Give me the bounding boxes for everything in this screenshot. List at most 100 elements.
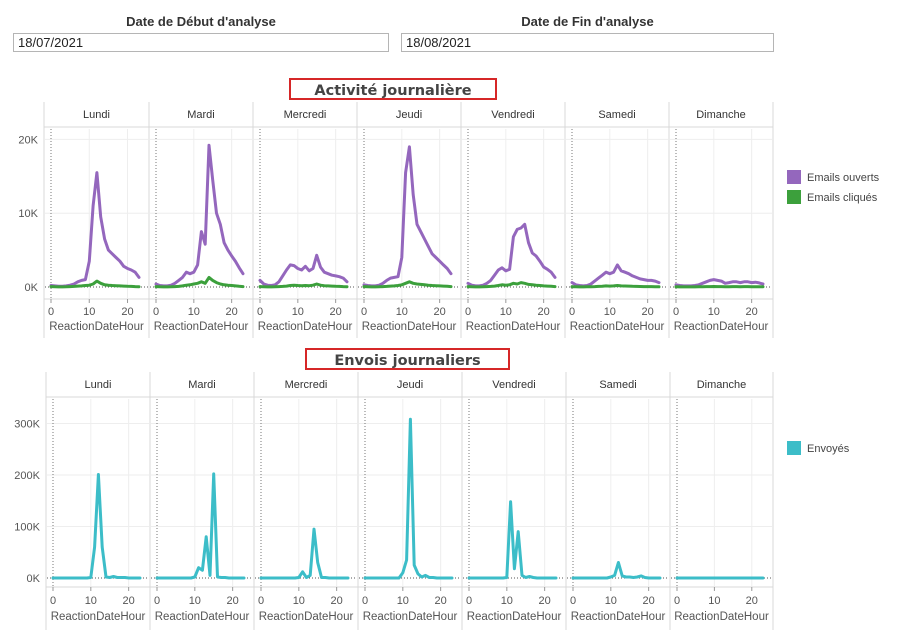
chart1-series-line-2 <box>362 280 453 289</box>
chart2-x-tick-label: 20 <box>435 595 447 607</box>
chart2-series-line-1 <box>259 527 350 580</box>
start-date-label: Date de Début d'analyse <box>126 14 276 29</box>
chart2-facet-header: Jeudi <box>397 379 423 391</box>
chart1-series-line-2 <box>570 284 661 289</box>
chart2-series-line-1 <box>467 500 558 580</box>
chart2-x-tick-label: 0 <box>466 595 472 607</box>
chart2-x-tick-label: 0 <box>570 595 576 607</box>
chart1-x-axis-title: ReactionDateHour <box>154 321 249 333</box>
chart1-facet-header: Mercredi <box>284 109 327 121</box>
chart1-facet-header: Jeudi <box>396 109 422 121</box>
chart2-y-tick-label: 0K <box>27 573 41 585</box>
chart1-x-tick-label: 0 <box>153 306 159 318</box>
chart2-x-tick-label: 20 <box>331 595 343 607</box>
chart1-legend-label: Emails ouverts <box>807 172 880 184</box>
chart1-series-line-1 <box>362 145 453 288</box>
chart1-series-line-2 <box>258 282 349 289</box>
chart1-series-line-2 <box>49 279 141 289</box>
chart1-x-axis-title: ReactionDateHour <box>466 321 561 333</box>
chart1-x-tick-label: 0 <box>465 306 471 318</box>
chart2-legend-swatch <box>787 441 801 455</box>
chart2-x-tick-label: 10 <box>397 595 409 607</box>
chart2-facet-header: Samedi <box>599 379 636 391</box>
chart1-x-tick-label: 20 <box>642 306 654 318</box>
chart1-series-line-1 <box>258 253 349 287</box>
chart1-facet-header: Lundi <box>83 109 110 121</box>
chart1-x-tick-label: 0 <box>569 306 575 318</box>
chart2-x-tick-label: 10 <box>605 595 617 607</box>
chart1-series-line-2 <box>466 281 557 289</box>
chart2-x-tick-label: 20 <box>227 595 239 607</box>
chart1-x-tick-label: 20 <box>538 306 550 318</box>
chart2-x-tick-label: 10 <box>293 595 305 607</box>
chart2-legend-label: Envoyés <box>807 443 850 455</box>
chart2-x-axis-title: ReactionDateHour <box>674 611 769 623</box>
chart1-x-tick-label: 10 <box>604 306 616 318</box>
chart1-facet-header: Mardi <box>187 109 215 121</box>
chart2-facet-header: Mercredi <box>285 379 328 391</box>
chart2-x-tick-label: 20 <box>123 595 135 607</box>
chart1-facet-header: Vendredi <box>491 109 534 121</box>
chart2-y-tick-label: 200K <box>14 470 40 482</box>
chart2-x-tick-label: 10 <box>189 595 201 607</box>
chart1-legend-label: Emails cliqués <box>807 192 878 204</box>
chart1-y-tick-label: 0K <box>25 282 39 294</box>
chart2-x-axis-title: ReactionDateHour <box>571 611 666 623</box>
chart2-series-line-1 <box>51 473 142 580</box>
chart2-series-line-1 <box>363 417 454 580</box>
chart1-x-tick-label: 10 <box>292 306 304 318</box>
chart1-facet-header: Samedi <box>598 109 635 121</box>
chart2-facet-header: Mardi <box>188 379 216 391</box>
chart1-x-axis-title: ReactionDateHour <box>570 321 665 333</box>
chart1-series-line-1 <box>49 171 141 288</box>
chart1-x-tick-label: 0 <box>673 306 679 318</box>
end-date-input[interactable] <box>401 33 774 52</box>
end-date-label: Date de Fin d'analyse <box>521 14 654 29</box>
chart2-x-tick-label: 10 <box>501 595 513 607</box>
chart1-x-tick-label: 20 <box>226 306 238 318</box>
chart1-series-line-1 <box>570 263 661 288</box>
chart2-x-axis-title: ReactionDateHour <box>467 611 562 623</box>
chart2-series-line-1 <box>155 472 246 580</box>
chart1-x-tick-label: 20 <box>121 306 133 318</box>
chart1-legend-swatch <box>787 190 801 204</box>
chart1-y-tick-label: 20K <box>18 134 38 146</box>
chart2-title: Envois journaliers <box>334 353 480 369</box>
chart1-x-tick-label: 20 <box>746 306 758 318</box>
chart1-series-line-1 <box>466 222 557 288</box>
chart1-x-axis-title: ReactionDateHour <box>362 321 457 333</box>
chart2-x-tick-label: 20 <box>643 595 655 607</box>
chart2-x-tick-label: 10 <box>85 595 97 607</box>
chart1-series-line-2 <box>154 275 245 289</box>
chart2-x-tick-label: 0 <box>50 595 56 607</box>
chart1-x-tick-label: 10 <box>500 306 512 318</box>
chart2-x-axis-title: ReactionDateHour <box>155 611 250 623</box>
chart1-x-tick-label: 20 <box>434 306 446 318</box>
chart2-facet-header: Dimanche <box>697 379 747 391</box>
chart1-facet-header: Dimanche <box>696 109 746 121</box>
chart1-series-line-1 <box>154 143 245 288</box>
chart1-series-line-1 <box>674 278 765 288</box>
chart1-x-tick-label: 10 <box>83 306 95 318</box>
chart1-x-tick-label: 0 <box>257 306 263 318</box>
chart1-x-tick-label: 20 <box>330 306 342 318</box>
chart2-x-tick-label: 10 <box>708 595 720 607</box>
chart2-series-line-1 <box>571 561 662 580</box>
chart2-x-tick-label: 0 <box>362 595 368 607</box>
chart2-x-axis-title: ReactionDateHour <box>259 611 354 623</box>
chart1-legend-swatch <box>787 170 801 184</box>
chart2-x-axis-title: ReactionDateHour <box>51 611 146 623</box>
chart1-title-box <box>289 78 497 100</box>
chart1-y-tick-label: 10K <box>18 208 38 220</box>
chart2-y-tick-label: 100K <box>14 521 40 533</box>
chart2-x-axis-title: ReactionDateHour <box>363 611 458 623</box>
chart2-x-tick-label: 0 <box>674 595 680 607</box>
start-date-input[interactable] <box>13 33 389 52</box>
chart1-x-tick-label: 10 <box>188 306 200 318</box>
chart2-x-tick-label: 0 <box>258 595 264 607</box>
chart1-x-tick-label: 0 <box>361 306 367 318</box>
chart1-x-axis-title: ReactionDateHour <box>258 321 353 333</box>
chart1-x-axis-title: ReactionDateHour <box>49 321 144 333</box>
chart2-facet-header: Lundi <box>85 379 112 391</box>
